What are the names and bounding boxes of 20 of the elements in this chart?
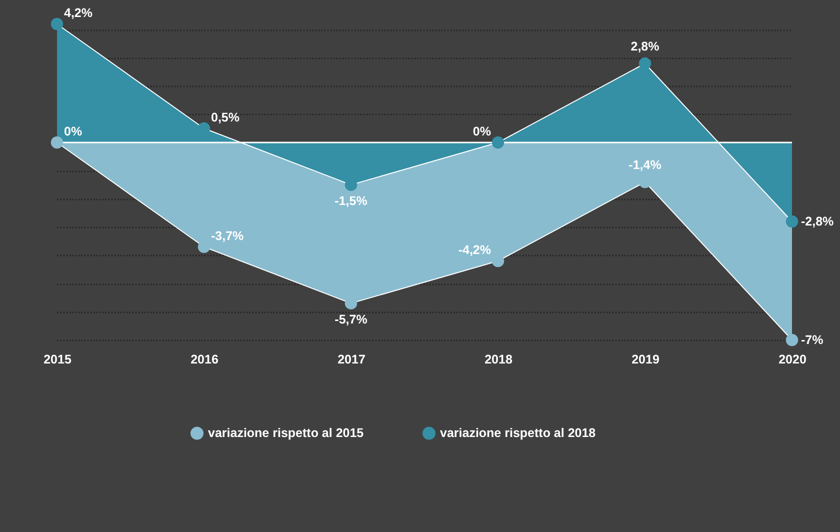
x-tick-label: 2020 <box>778 352 806 366</box>
data-label: 0% <box>472 124 491 138</box>
data-label: 0,5% <box>211 110 240 124</box>
x-tick-label: 2016 <box>190 352 218 366</box>
x-tick-label: 2018 <box>484 352 512 366</box>
data-label: 2,8% <box>630 40 660 54</box>
data-label: -2,8% <box>801 214 834 228</box>
data-label: -1,5% <box>334 194 368 208</box>
data-label: 0% <box>64 124 82 138</box>
data-label: 4,2% <box>64 6 92 20</box>
data-label: -3,7% <box>211 228 244 243</box>
data-label: -4,2% <box>458 243 491 257</box>
legend-label: variazione rispetto al 2015 <box>208 426 364 440</box>
x-tick-label: 2017 <box>338 352 366 366</box>
x-tick-label: 2019 <box>632 352 660 366</box>
legend-label: variazione rispetto al 2018 <box>440 426 596 440</box>
data-label: -5,7% <box>334 312 368 326</box>
x-tick-label: 2015 <box>44 352 72 366</box>
data-label: -7% <box>801 333 824 347</box>
data-label: -1,4% <box>628 158 662 172</box>
